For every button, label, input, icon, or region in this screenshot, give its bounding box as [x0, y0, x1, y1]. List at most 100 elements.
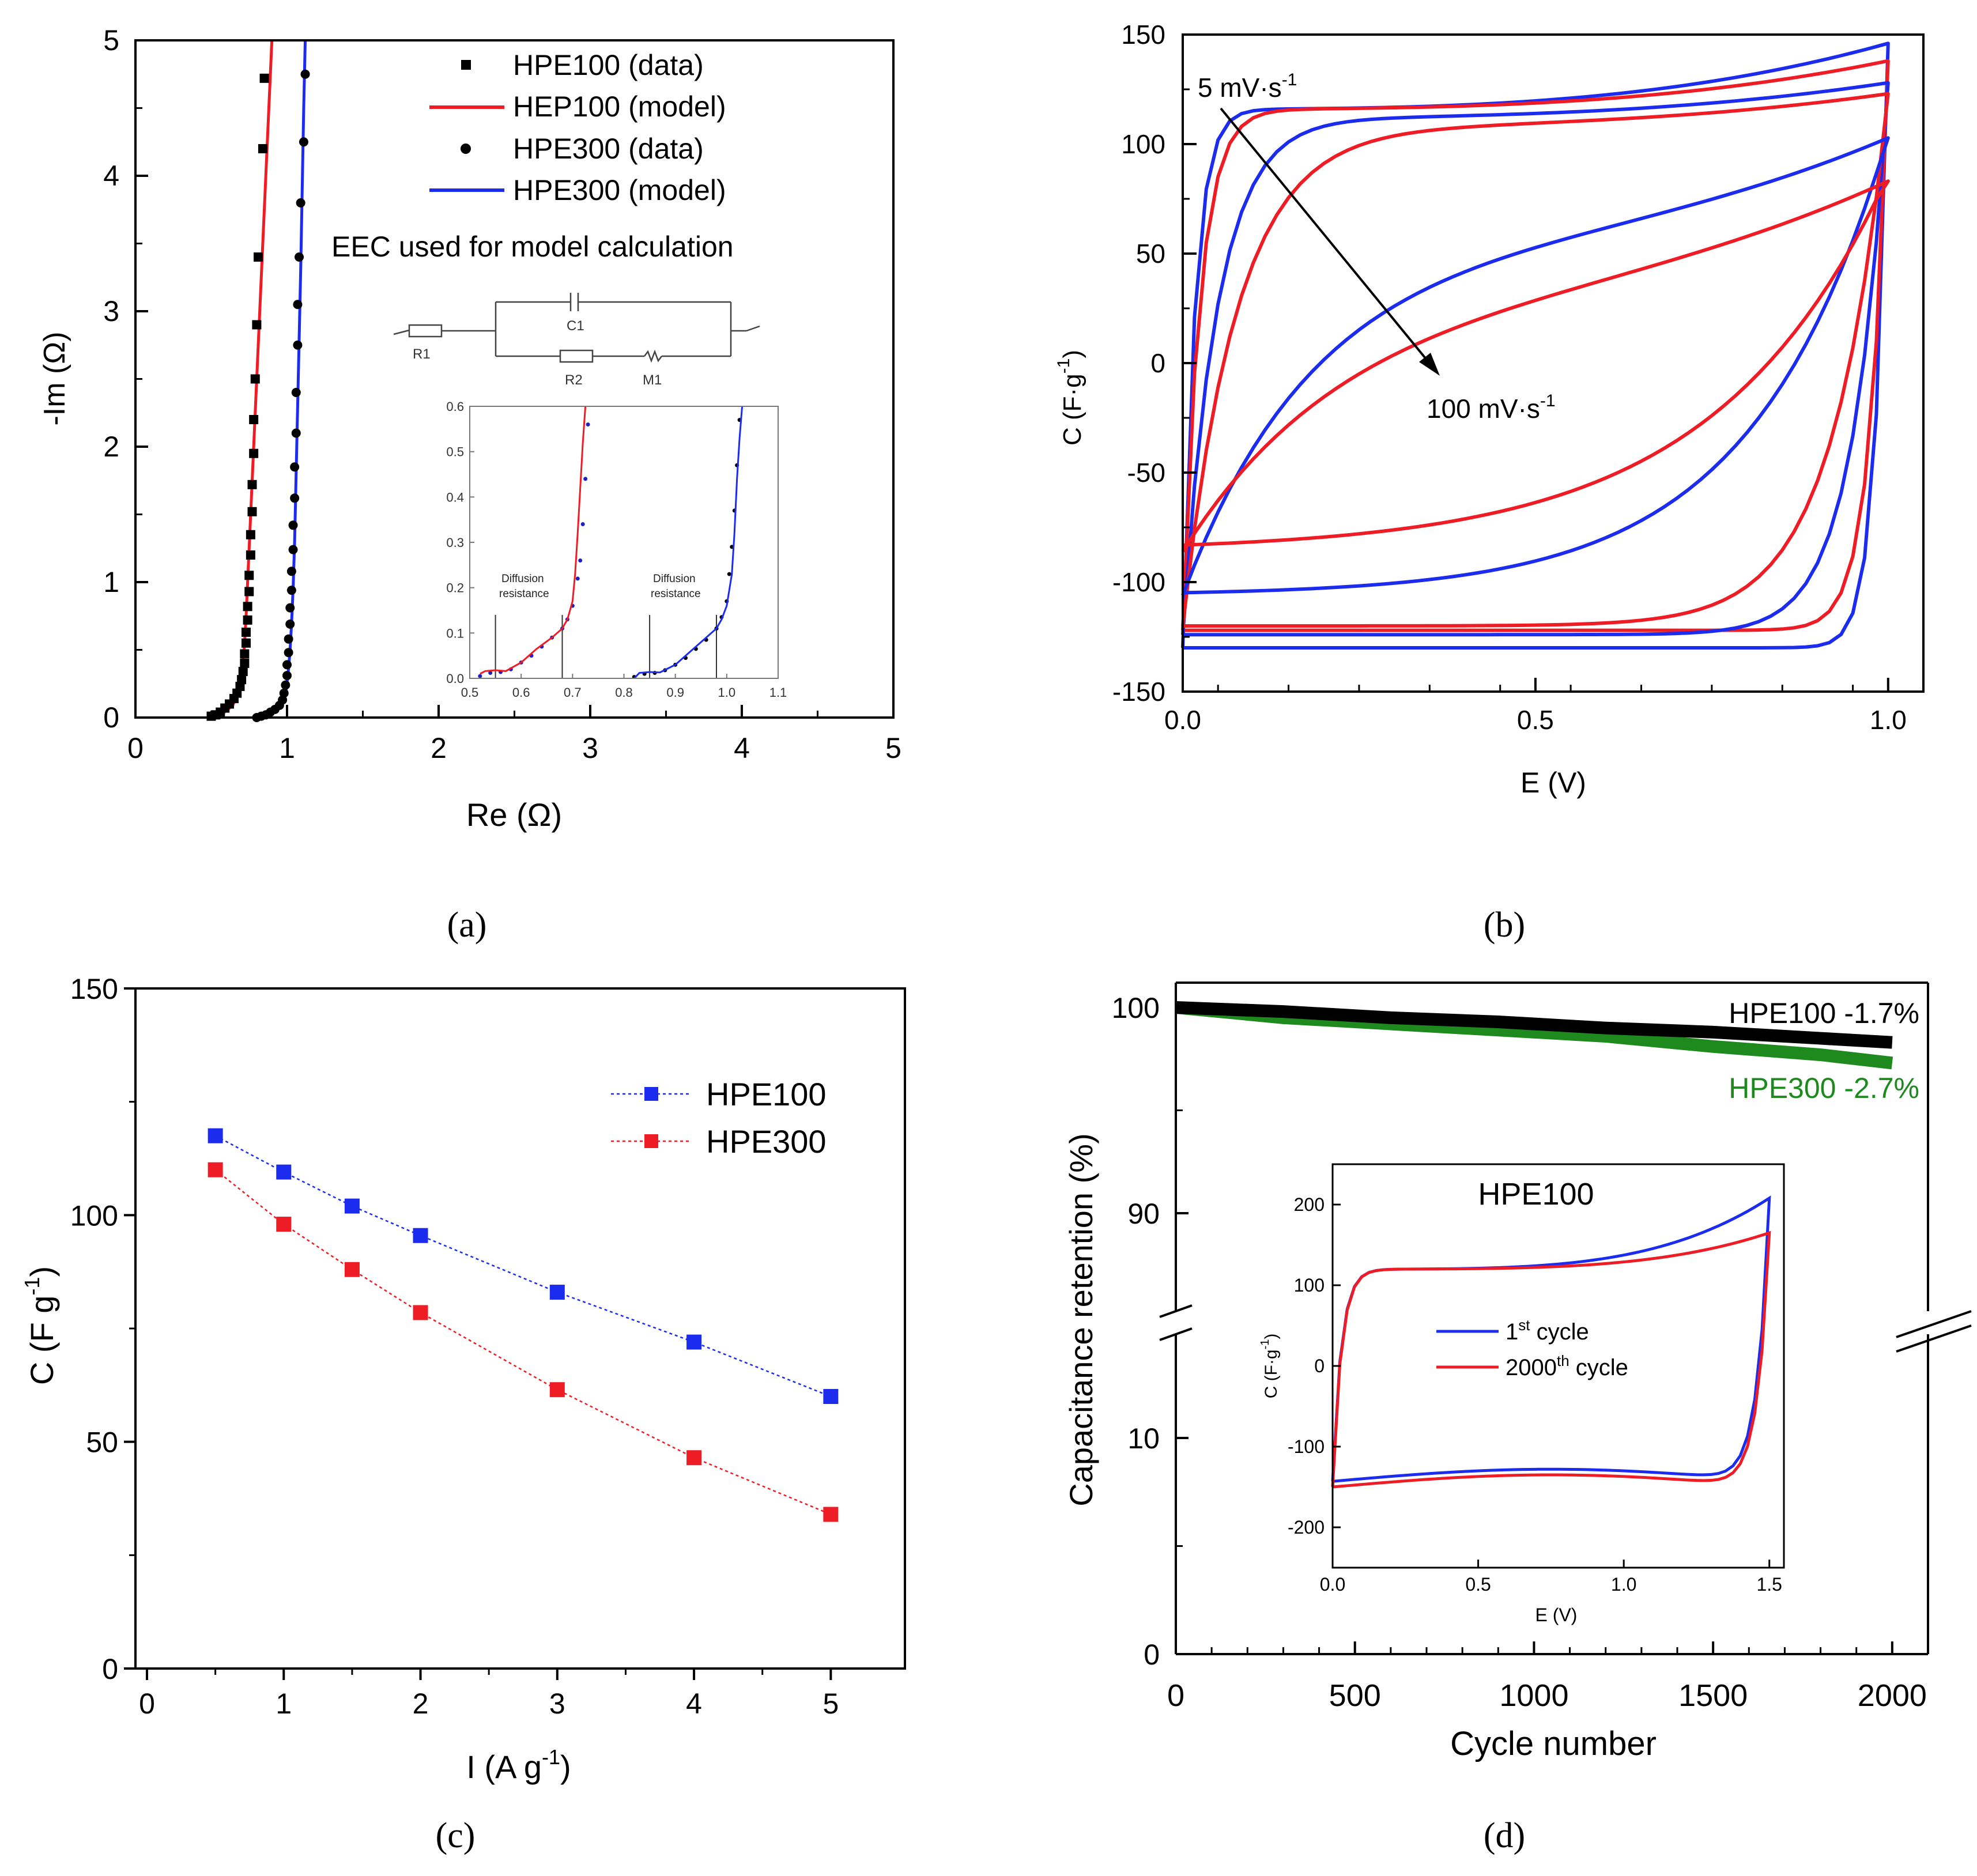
inset-legend-2000th-cycle: 2000th cycle	[1506, 1352, 1628, 1380]
data-point-hpe300	[281, 680, 290, 690]
data-point-hpe100	[258, 144, 267, 153]
data-point-hpe300	[282, 671, 292, 681]
data-point-hpe300	[413, 1305, 428, 1320]
inset-x-tick-label: 1.0	[1611, 1574, 1636, 1595]
data-point-hpe100	[686, 1334, 702, 1350]
inset-y-tick-label: 0.0	[446, 671, 464, 686]
panel-b-xlabel: E (V)	[1521, 767, 1586, 799]
legend-marker-hpe300-data	[461, 144, 471, 154]
axis-break-left	[1159, 1304, 1193, 1341]
y-tick-label: 0	[102, 1653, 118, 1685]
inset-x-tick-label: 0.5	[461, 685, 479, 700]
y-tick-label: -50	[1127, 458, 1165, 488]
data-point-hpe100	[246, 530, 255, 539]
x-tick-label: 1000	[1499, 1678, 1568, 1713]
data-point-hpe300	[686, 1450, 702, 1466]
legend-marker-hpe100-data	[461, 60, 471, 70]
inset-x-tick-label: 0.6	[512, 685, 530, 700]
data-point-hpe100	[241, 627, 251, 637]
panel-d-ylabel: Capacitance retention (%)	[1063, 1133, 1099, 1506]
data-point-hpe100	[240, 659, 250, 668]
y-tick-label: 0	[103, 701, 119, 734]
cv-curve	[1181, 81, 1890, 637]
circuit-label-c1: C1	[567, 318, 584, 334]
inset-legend: 1st cycle 2000th cycle	[1436, 1316, 1628, 1380]
legend-label-hpe300: HPE300	[706, 1123, 827, 1160]
data-point-hpe300	[293, 340, 303, 350]
inset-y-tick-label: -200	[1288, 1517, 1325, 1538]
x-tick-label: 4	[734, 732, 750, 764]
data-point-hpe300	[300, 69, 310, 79]
data-point-hpe300	[286, 567, 296, 576]
data-point-hpe300	[290, 493, 300, 503]
y-tick-label: 90	[1127, 1198, 1160, 1230]
y-tick-label: -150	[1112, 677, 1165, 707]
inset-xlabel: E (V)	[1535, 1605, 1578, 1625]
data-point-hpe300	[286, 586, 296, 595]
data-point-hpe300	[207, 1162, 223, 1177]
x-tick-label: 5	[823, 1688, 839, 1720]
x-tick-label: 4	[686, 1688, 702, 1720]
inset-x-tick-label: 1.0	[718, 685, 736, 700]
panel-a-inset-chart: 0.5 0.6 0.7 0.8 0.9 1.0 1.1 0.0 0.1 0.2 0.3 0.4 0.5 0…	[446, 399, 787, 700]
cv-curve	[1181, 179, 1890, 553]
inset-x-tick-label: 1.5	[1756, 1574, 1782, 1595]
legend-label-hpe300-data: HPE300 (data)	[513, 133, 704, 165]
panel-a-eec-annotation: EEC used for model calculation	[331, 231, 734, 263]
y-tick-label: 0	[1144, 1639, 1160, 1671]
panel-a-label: (a)	[447, 905, 487, 945]
retention-line-hpe100	[1175, 1001, 1893, 1049]
y-tick-label: 100	[70, 1199, 118, 1232]
inset-data-point	[586, 422, 590, 426]
y-tick-label: 0	[1150, 348, 1165, 378]
panel-a-ylabel: -Im (Ω)	[38, 331, 71, 425]
panel-a-xlabel: Re (Ω)	[466, 797, 562, 833]
inset-y-tick-label: 0.4	[446, 490, 464, 504]
panel-b-annotation-100mvs: 100 mV·s-1	[1427, 391, 1556, 424]
data-point-hpe100	[413, 1228, 428, 1243]
data-point-hpe300	[276, 1217, 292, 1232]
y-tick-label: 4	[103, 160, 119, 192]
inset-data-point	[575, 576, 580, 581]
inset-data-point	[580, 522, 585, 527]
y-tick-label: 2	[103, 431, 119, 463]
x-tick-label: 500	[1329, 1678, 1381, 1713]
inset-x-tick-label: 0.7	[564, 685, 582, 700]
x-tick-label: 3	[582, 732, 598, 764]
inset-y-tick-label: 0	[1314, 1356, 1325, 1376]
inset-data-point	[478, 674, 482, 678]
series-label-hpe100: HPE100 -1.7%	[1729, 997, 1919, 1029]
x-tick-label: 1	[276, 1688, 292, 1720]
data-point-hpe300	[299, 137, 308, 147]
data-point-hpe300	[284, 648, 293, 658]
inset-y-tick-label: 0.3	[446, 535, 464, 550]
panel-d-inset-chart: 0.0 0.5 1.0 1.5 -200 -100 0 100 200 HPE100 E (V)…	[1259, 1163, 1785, 1625]
data-point-hpe300	[549, 1382, 565, 1398]
data-point-hpe300	[284, 634, 293, 644]
panel-d-label: (d)	[1484, 1816, 1525, 1855]
y-tick-label: 150	[1121, 20, 1165, 50]
panel-b-annotation-5mvs: 5 mV·s-1	[1198, 70, 1297, 103]
panel-b-ylabel: C (F·g-1)	[1054, 350, 1086, 446]
y-tick-label: 3	[103, 295, 119, 327]
inset-data-point	[488, 671, 493, 675]
legend-label-hep100-model: HEP100 (model)	[513, 90, 726, 123]
data-point-hpe100	[237, 675, 247, 685]
x-tick-label: 1.0	[1870, 705, 1907, 735]
panel-c-label: (c)	[436, 1816, 476, 1855]
legend-marker-hpe300	[644, 1134, 658, 1148]
data-point-hpe100	[249, 448, 259, 458]
data-point-hpe300	[291, 388, 301, 397]
data-point-hpe300	[296, 198, 305, 207]
x-tick-label: 0	[127, 732, 144, 764]
inset-data-point	[727, 572, 731, 576]
inset-y-tick-label: -100	[1288, 1436, 1325, 1457]
data-point-hpe100	[254, 252, 263, 262]
panel-b-arrow	[1220, 107, 1440, 376]
x-tick-label: 2000	[1858, 1678, 1927, 1713]
inset-y-tick-label: 0.6	[446, 399, 464, 414]
data-point-hpe100	[244, 571, 254, 580]
